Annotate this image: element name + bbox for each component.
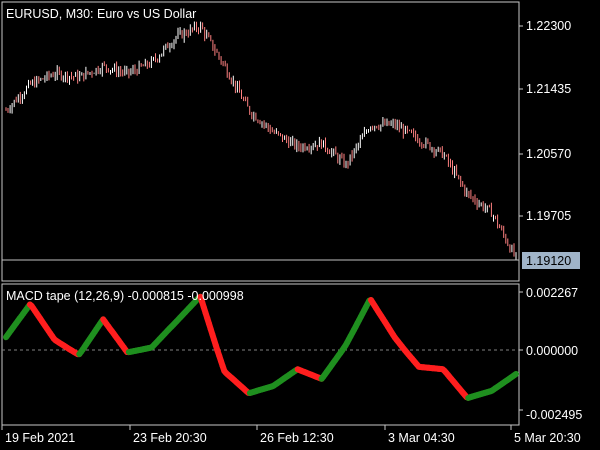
indicator-panel-title: MACD tape (12,26,9) -0.000815 -0.000998 — [6, 289, 244, 303]
time-tick-label: 19 Feb 2021 — [5, 431, 75, 445]
price-panel-title: EURUSD, M30: Euro vs US Dollar — [6, 7, 196, 21]
price-tick-label: 1.19705 — [526, 209, 571, 223]
price-panel-frame[interactable] — [1, 1, 520, 282]
macd-rising-segment — [511, 371, 519, 379]
time-tick-label: 5 Mar 20:30 — [514, 431, 581, 445]
indicator-tick-label: -0.002495 — [526, 408, 582, 422]
price-candles — [5, 21, 517, 261]
time-tick-label: 23 Feb 20:30 — [133, 431, 207, 445]
time-axis: 19 Feb 2021 23 Feb 20:30 26 Feb 12:30 3 … — [1, 425, 581, 445]
current-price-box — [522, 252, 580, 269]
indicator-tick-label: 0.000000 — [526, 344, 578, 358]
indicator-tick-label: 0.002267 — [526, 286, 578, 300]
time-tick-label: 3 Mar 04:30 — [388, 431, 455, 445]
macd-tape — [3, 293, 519, 401]
indicator-panel-frame[interactable] — [1, 283, 520, 426]
indicator-axis: 0.002267 0.000000 -0.002495 — [519, 286, 582, 422]
price-tick-label: 1.20570 — [526, 147, 571, 161]
price-axis: 1.22300 1.21435 1.20570 1.19705 — [519, 19, 571, 223]
time-tick-label: 26 Feb 12:30 — [260, 431, 334, 445]
price-tick-label: 1.22300 — [526, 19, 571, 33]
price-tick-label: 1.21435 — [526, 82, 571, 96]
current-price-label: 1.19120 — [526, 254, 571, 268]
